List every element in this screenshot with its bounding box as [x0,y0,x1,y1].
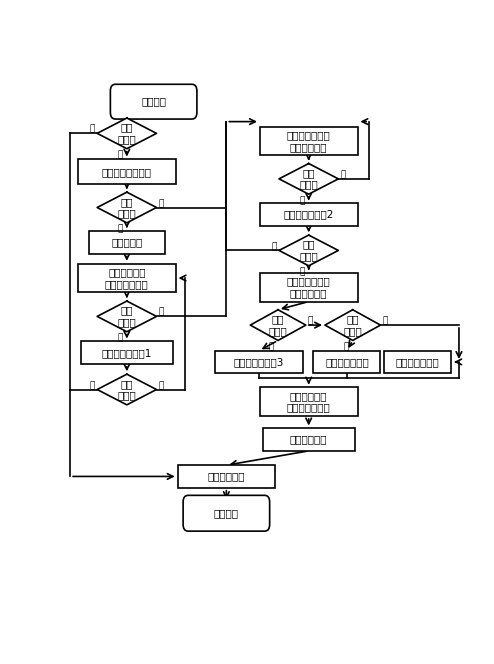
Text: 检测
完成？: 检测 完成？ [118,378,136,400]
Text: 否: 否 [382,317,388,325]
Polygon shape [97,301,157,332]
Polygon shape [97,192,157,223]
Text: 是: 是 [299,268,305,276]
Text: 反馈输出处理: 反馈输出处理 [207,471,245,481]
FancyBboxPatch shape [183,495,270,531]
Text: 各结果记录码清零: 各结果记录码清零 [102,167,152,177]
Text: 是: 是 [118,333,123,343]
Text: 置警输出处理: 置警输出处理 [290,435,328,445]
Text: 条件
满足？: 条件 满足？ [118,123,136,144]
Text: 反馈分析: 反馈分析 [141,97,166,107]
Polygon shape [97,374,157,405]
FancyBboxPatch shape [314,351,380,373]
FancyBboxPatch shape [81,341,173,364]
Polygon shape [97,118,157,149]
FancyBboxPatch shape [215,351,303,373]
Text: 计算中间值: 计算中间值 [111,237,142,247]
Text: 通过
比较？: 通过 比较？ [269,314,288,336]
Polygon shape [250,309,306,341]
Text: 否: 否 [272,242,277,251]
FancyBboxPatch shape [78,159,176,184]
FancyBboxPatch shape [260,273,358,301]
Text: 按反馈配置置码
执行分配分析: 按反馈配置置码 执行分配分析 [287,130,330,152]
Text: 分析结果排查
获取判定结果码: 分析结果排查 获取判定结果码 [287,391,330,412]
Text: 否: 否 [159,199,164,208]
Text: 是: 是 [299,196,305,205]
Text: 按反馈配置置码
执行异动分析: 按反馈配置置码 执行异动分析 [287,276,330,298]
Text: 是: 是 [118,224,123,234]
Text: 检测
完成？: 检测 完成？ [299,240,318,261]
Text: 是: 是 [118,150,123,159]
Text: 同频
交流？: 同频 交流？ [118,197,136,218]
Text: 置位跳升记录位: 置位跳升记录位 [396,357,440,367]
Polygon shape [325,309,380,341]
Text: 是: 是 [269,342,274,351]
Text: 按反馈配置码
执行交直流分析: 按反馈配置码 执行交直流分析 [105,267,149,289]
FancyBboxPatch shape [88,231,165,254]
Text: 通过
比较？: 通过 比较？ [118,305,136,327]
Text: 通过
比较？: 通过 比较？ [299,168,318,190]
Text: 是: 是 [343,342,349,351]
FancyBboxPatch shape [78,264,176,292]
FancyBboxPatch shape [384,351,452,373]
Text: 置位联需记录位: 置位联需记录位 [325,357,369,367]
FancyBboxPatch shape [110,84,197,119]
FancyBboxPatch shape [177,465,275,487]
FancyBboxPatch shape [260,388,358,416]
Text: 否: 否 [340,170,346,179]
Text: 置位分析结果码1: 置位分析结果码1 [102,348,152,358]
Text: 完成分析: 完成分析 [214,508,239,518]
Text: 否: 否 [90,125,95,133]
Text: 是: 是 [159,381,164,390]
Text: 置位分析结果码3: 置位分析结果码3 [234,357,284,367]
Text: 否: 否 [159,308,164,317]
Text: 快速
裁率？: 快速 裁率？ [343,314,362,336]
Text: 置位分析结果码2: 置位分析结果码2 [284,210,334,220]
FancyBboxPatch shape [260,203,358,226]
FancyBboxPatch shape [260,127,358,155]
Polygon shape [279,163,338,194]
Polygon shape [279,235,338,266]
Text: 否: 否 [90,381,95,390]
FancyBboxPatch shape [263,428,355,451]
Text: 否: 否 [308,317,313,325]
